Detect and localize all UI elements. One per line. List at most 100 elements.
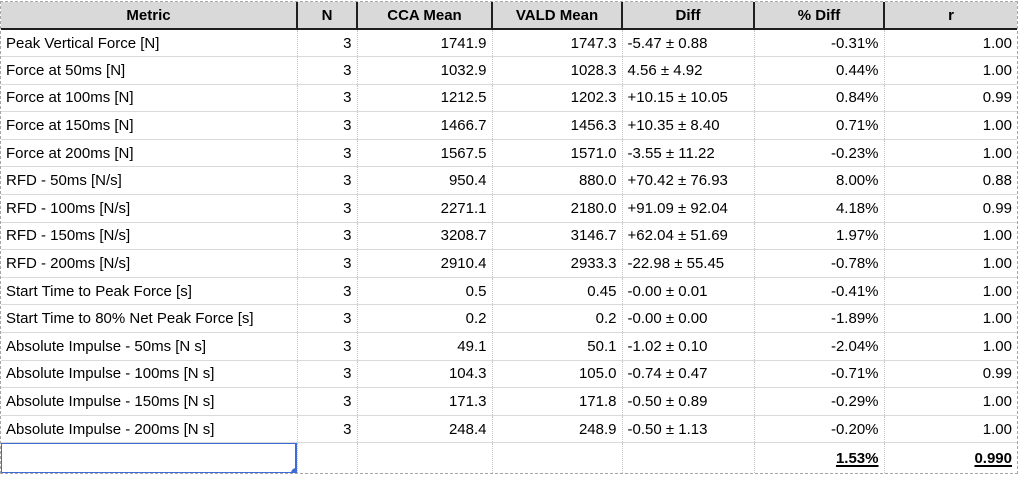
cell-cca[interactable]: 248.4: [356, 415, 492, 444]
cell-diff[interactable]: +62.04 ± 51.69: [621, 222, 754, 251]
cell-vald[interactable]: 2933.3: [491, 249, 622, 278]
cell-diff[interactable]: -0.00 ± 0.01: [621, 277, 754, 306]
cell-cca[interactable]: 950.4: [356, 166, 492, 196]
cell-diff[interactable]: -1.02 ± 0.10: [621, 332, 754, 361]
summary-cell-diff[interactable]: [621, 442, 754, 473]
cell-metric[interactable]: RFD - 50ms [N/s]: [1, 166, 297, 196]
header-vald[interactable]: VALD Mean: [491, 2, 622, 30]
cell-vald[interactable]: 1571.0: [491, 139, 622, 168]
cell-cca[interactable]: 171.3: [356, 387, 492, 416]
cell-n[interactable]: 3: [296, 194, 357, 223]
cell-n[interactable]: 3: [296, 277, 357, 306]
cell-metric[interactable]: Force at 150ms [N]: [1, 111, 297, 140]
cell-vald[interactable]: 1028.3: [491, 56, 622, 85]
cell-metric[interactable]: Force at 50ms [N]: [1, 56, 297, 85]
cell-diff[interactable]: +10.35 ± 8.40: [621, 111, 754, 140]
cell-metric[interactable]: RFD - 150ms [N/s]: [1, 222, 297, 251]
summary-cell-vald[interactable]: [491, 442, 622, 473]
cell-cca[interactable]: 49.1: [356, 332, 492, 361]
cell-cca[interactable]: 1212.5: [356, 84, 492, 113]
cell-metric[interactable]: Start Time to Peak Force [s]: [1, 277, 297, 306]
cell-n[interactable]: 3: [296, 84, 357, 113]
cell-r[interactable]: 1.00: [883, 387, 1017, 416]
cell-pdiff[interactable]: 1.97%: [753, 222, 884, 251]
cell-n[interactable]: 3: [296, 304, 357, 334]
cell-r[interactable]: 1.00: [883, 29, 1017, 58]
cell-cca[interactable]: 1466.7: [356, 111, 492, 140]
cell-r[interactable]: 0.88: [883, 166, 1017, 196]
cell-pdiff[interactable]: -0.29%: [753, 387, 884, 416]
cell-pdiff[interactable]: 0.84%: [753, 84, 884, 113]
header-cca[interactable]: CCA Mean: [356, 2, 492, 30]
cell-vald[interactable]: 0.45: [491, 277, 622, 306]
cell-diff[interactable]: 4.56 ± 4.92: [621, 56, 754, 85]
cell-vald[interactable]: 0.2: [491, 304, 622, 334]
cell-r[interactable]: 1.00: [883, 277, 1017, 306]
cell-pdiff[interactable]: -0.31%: [753, 29, 884, 58]
summary-cell-metric[interactable]: [1, 442, 297, 473]
cell-metric[interactable]: Force at 100ms [N]: [1, 84, 297, 113]
cell-metric[interactable]: Absolute Impulse - 100ms [N s]: [1, 360, 297, 389]
cell-pdiff[interactable]: -0.20%: [753, 415, 884, 444]
fill-handle[interactable]: [290, 467, 297, 473]
cell-vald[interactable]: 3146.7: [491, 222, 622, 251]
cell-diff[interactable]: +10.15 ± 10.05: [621, 84, 754, 113]
cell-r[interactable]: 1.00: [883, 249, 1017, 278]
cell-metric[interactable]: Absolute Impulse - 50ms [N s]: [1, 332, 297, 361]
cell-vald[interactable]: 1747.3: [491, 29, 622, 58]
summary-cell-n[interactable]: [296, 442, 357, 473]
cell-diff[interactable]: +91.09 ± 92.04: [621, 194, 754, 223]
cell-diff[interactable]: +70.42 ± 76.93: [621, 166, 754, 196]
cell-vald[interactable]: 1456.3: [491, 111, 622, 140]
cell-r[interactable]: 0.99: [883, 84, 1017, 113]
cell-metric[interactable]: Absolute Impulse - 200ms [N s]: [1, 415, 297, 444]
cell-n[interactable]: 3: [296, 29, 357, 58]
cell-pdiff[interactable]: -0.78%: [753, 249, 884, 278]
cell-pdiff[interactable]: -1.89%: [753, 304, 884, 334]
summary-cell-cca[interactable]: [356, 442, 492, 473]
header-metric[interactable]: Metric: [1, 2, 297, 30]
cell-cca[interactable]: 2910.4: [356, 249, 492, 278]
cell-n[interactable]: 3: [296, 111, 357, 140]
cell-cca[interactable]: 0.5: [356, 277, 492, 306]
cell-r[interactable]: 1.00: [883, 139, 1017, 168]
cell-n[interactable]: 3: [296, 415, 357, 444]
cell-r[interactable]: 1.00: [883, 332, 1017, 361]
cell-r[interactable]: 0.99: [883, 360, 1017, 389]
cell-pdiff[interactable]: 8.00%: [753, 166, 884, 196]
cell-cca[interactable]: 1567.5: [356, 139, 492, 168]
cell-metric[interactable]: Start Time to 80% Net Peak Force [s]: [1, 304, 297, 334]
cell-cca[interactable]: 1741.9: [356, 29, 492, 58]
cell-vald[interactable]: 880.0: [491, 166, 622, 196]
cell-vald[interactable]: 248.9: [491, 415, 622, 444]
summary-cell-r[interactable]: 0.990: [883, 442, 1017, 473]
cell-diff[interactable]: -5.47 ± 0.88: [621, 29, 754, 58]
header-r[interactable]: r: [883, 2, 1017, 30]
cell-cca[interactable]: 1032.9: [356, 56, 492, 85]
header-n[interactable]: N: [296, 2, 357, 30]
cell-pdiff[interactable]: -0.23%: [753, 139, 884, 168]
cell-diff[interactable]: -0.74 ± 0.47: [621, 360, 754, 389]
cell-pdiff[interactable]: 0.44%: [753, 56, 884, 85]
header-pdiff[interactable]: % Diff: [753, 2, 884, 30]
cell-pdiff[interactable]: -2.04%: [753, 332, 884, 361]
cell-n[interactable]: 3: [296, 249, 357, 278]
cell-cca[interactable]: 0.2: [356, 304, 492, 334]
cell-n[interactable]: 3: [296, 360, 357, 389]
cell-r[interactable]: 1.00: [883, 56, 1017, 85]
cell-r[interactable]: 1.00: [883, 415, 1017, 444]
cell-r[interactable]: 1.00: [883, 222, 1017, 251]
cell-diff[interactable]: -0.00 ± 0.00: [621, 304, 754, 334]
cell-n[interactable]: 3: [296, 139, 357, 168]
cell-pdiff[interactable]: 4.18%: [753, 194, 884, 223]
cell-diff[interactable]: -22.98 ± 55.45: [621, 249, 754, 278]
selected-cell-outline[interactable]: [1, 442, 297, 473]
cell-r[interactable]: 0.99: [883, 194, 1017, 223]
cell-cca[interactable]: 104.3: [356, 360, 492, 389]
cell-diff[interactable]: -0.50 ± 1.13: [621, 415, 754, 444]
cell-vald[interactable]: 50.1: [491, 332, 622, 361]
cell-n[interactable]: 3: [296, 332, 357, 361]
cell-pdiff[interactable]: -0.41%: [753, 277, 884, 306]
cell-pdiff[interactable]: 0.71%: [753, 111, 884, 140]
cell-n[interactable]: 3: [296, 56, 357, 85]
